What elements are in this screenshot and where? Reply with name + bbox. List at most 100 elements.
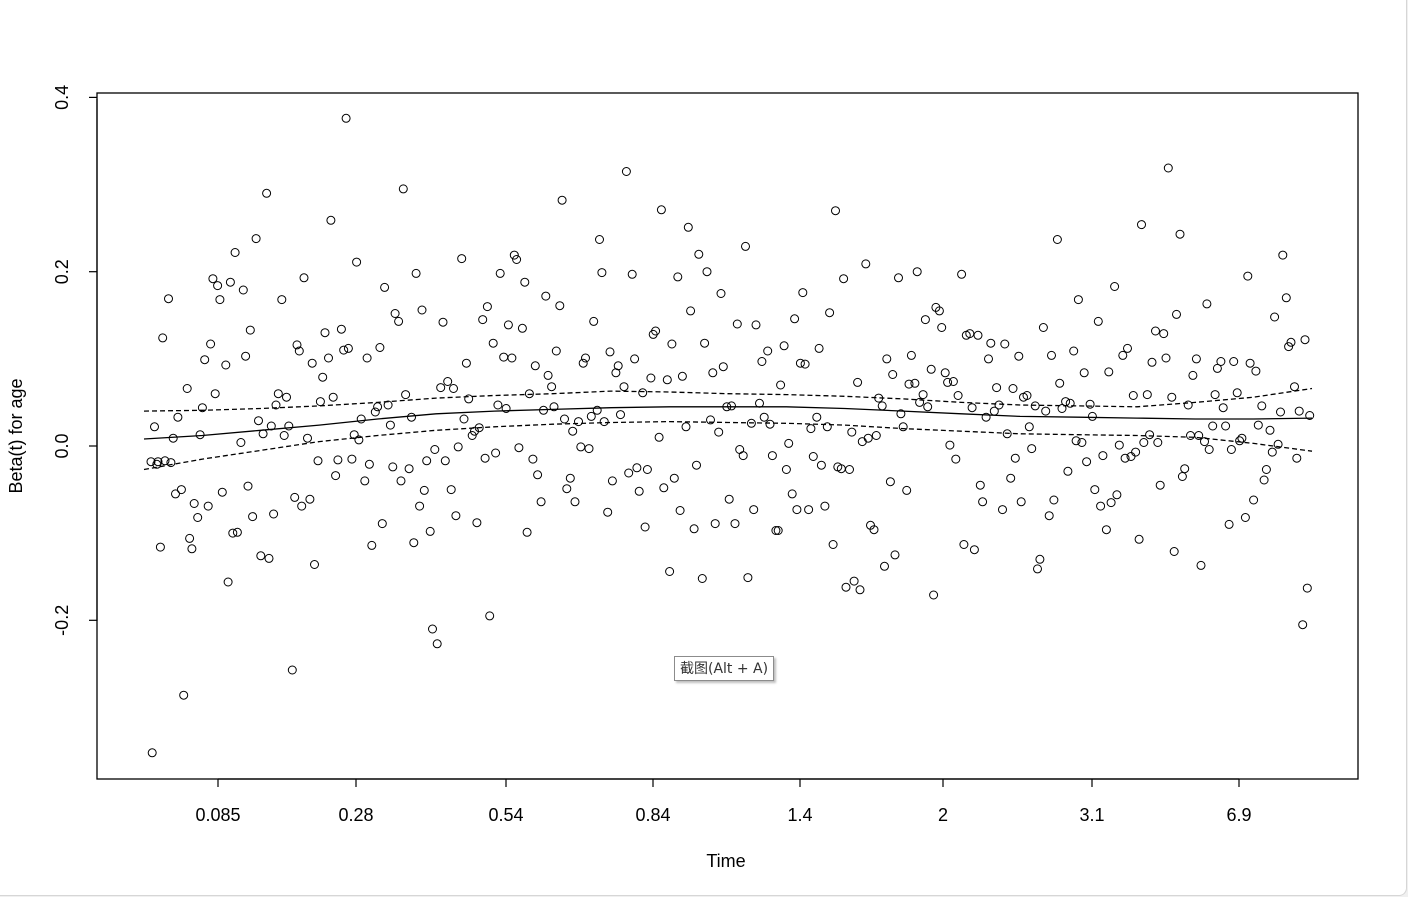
data-point bbox=[781, 465, 791, 474]
data-point bbox=[297, 501, 307, 511]
data-point bbox=[349, 430, 359, 440]
data-point bbox=[225, 277, 235, 287]
data-point bbox=[994, 400, 1004, 410]
data-point bbox=[182, 384, 192, 393]
data-point bbox=[166, 458, 176, 468]
data-point bbox=[839, 274, 849, 284]
data-point bbox=[651, 326, 661, 336]
data-point bbox=[706, 415, 715, 425]
data-point bbox=[200, 355, 210, 365]
data-point bbox=[1024, 422, 1034, 432]
data-point bbox=[1002, 429, 1012, 439]
data-point bbox=[153, 457, 163, 467]
data-point bbox=[759, 412, 769, 422]
data-point bbox=[951, 454, 961, 464]
data-point bbox=[1047, 350, 1056, 360]
data-point bbox=[331, 471, 341, 481]
y-tick-label: 0.0 bbox=[52, 433, 72, 458]
x-tick-label: 2 bbox=[938, 805, 948, 825]
data-point bbox=[238, 285, 248, 295]
data-point bbox=[520, 277, 530, 287]
data-point bbox=[1298, 620, 1308, 630]
data-point bbox=[324, 353, 333, 363]
data-point bbox=[1290, 382, 1299, 392]
data-point bbox=[341, 113, 351, 123]
data-point bbox=[677, 371, 687, 381]
data-point bbox=[841, 582, 851, 592]
data-point bbox=[1196, 560, 1206, 570]
data-point bbox=[694, 249, 704, 259]
data-point bbox=[896, 409, 906, 419]
data-point bbox=[256, 551, 266, 561]
data-point bbox=[503, 320, 513, 330]
data-point bbox=[795, 358, 805, 368]
data-point bbox=[189, 499, 199, 508]
data-point bbox=[849, 576, 859, 586]
data-point bbox=[1305, 411, 1315, 420]
data-point bbox=[1137, 220, 1146, 230]
data-point bbox=[863, 433, 873, 443]
data-point bbox=[1273, 439, 1283, 449]
data-point bbox=[307, 358, 317, 368]
data-point bbox=[1110, 282, 1120, 291]
data-point bbox=[727, 401, 736, 411]
data-point bbox=[1188, 370, 1198, 380]
data-point bbox=[409, 538, 419, 548]
data-point bbox=[1276, 407, 1285, 417]
data-point bbox=[495, 268, 505, 278]
data-point bbox=[845, 465, 854, 474]
screenshot-tooltip: 截图(Alt + A) bbox=[674, 656, 775, 681]
data-point bbox=[957, 269, 967, 279]
data-point bbox=[407, 412, 416, 422]
data-point bbox=[654, 432, 664, 442]
data-point bbox=[1000, 339, 1010, 349]
data-point bbox=[568, 426, 578, 436]
data-point bbox=[394, 316, 404, 326]
x-axis: 0.085 0.28 0.54 0.84 1.4 2 3.1 6.9 bbox=[195, 778, 1252, 825]
data-point bbox=[1030, 401, 1040, 411]
data-point bbox=[929, 590, 939, 600]
data-point bbox=[480, 453, 490, 463]
data-point bbox=[333, 455, 343, 465]
data-point bbox=[185, 533, 195, 543]
data-point bbox=[461, 358, 471, 368]
data-point bbox=[320, 328, 330, 338]
data-point bbox=[831, 206, 840, 216]
data-point bbox=[738, 451, 748, 461]
data-point bbox=[432, 639, 442, 649]
data-point bbox=[1101, 525, 1111, 535]
data-point bbox=[746, 418, 756, 428]
data-point bbox=[264, 553, 274, 563]
data-point bbox=[998, 505, 1007, 515]
x-tick-label: 1.4 bbox=[787, 805, 812, 825]
data-point bbox=[667, 339, 677, 349]
data-point bbox=[271, 400, 281, 410]
data-point bbox=[800, 359, 810, 369]
data-point bbox=[543, 370, 553, 380]
data-point bbox=[1261, 465, 1271, 474]
x-tick-label: 6.9 bbox=[1226, 805, 1251, 825]
data-point bbox=[937, 323, 947, 332]
data-point bbox=[1221, 421, 1231, 431]
data-point bbox=[812, 412, 822, 422]
data-point bbox=[945, 440, 955, 450]
data-point bbox=[1033, 564, 1042, 574]
data-point bbox=[686, 306, 696, 316]
data-point bbox=[155, 542, 165, 552]
data-point bbox=[1006, 473, 1016, 483]
data-point bbox=[589, 316, 599, 326]
data-point bbox=[478, 315, 488, 325]
data-point bbox=[784, 438, 794, 448]
data-point bbox=[303, 433, 312, 443]
data-point bbox=[273, 389, 283, 399]
data-point bbox=[1155, 480, 1165, 490]
data-point bbox=[1077, 438, 1087, 447]
data-point bbox=[1169, 547, 1179, 556]
data-point bbox=[411, 268, 421, 278]
x-tick-label: 0.085 bbox=[195, 805, 240, 825]
data-point bbox=[665, 567, 675, 576]
data-point bbox=[673, 272, 683, 282]
data-point bbox=[603, 507, 613, 517]
data-point bbox=[885, 477, 895, 487]
data-point bbox=[417, 305, 427, 315]
